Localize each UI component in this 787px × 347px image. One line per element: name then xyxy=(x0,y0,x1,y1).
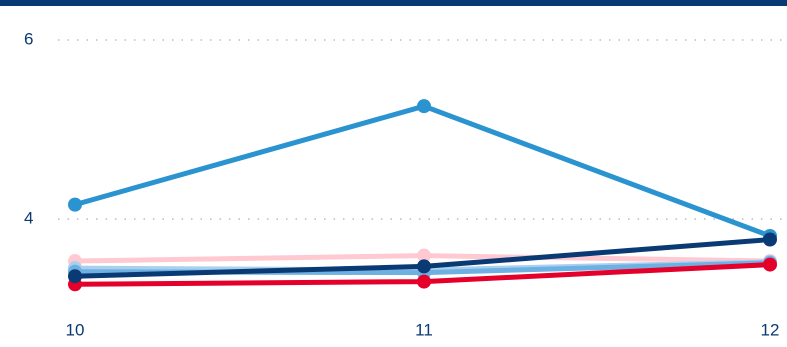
top-bar xyxy=(0,0,787,6)
x-tick-label: 11 xyxy=(415,320,433,339)
y-tick-label: 6 xyxy=(24,29,33,48)
point xyxy=(68,197,82,212)
point xyxy=(417,248,431,263)
x-tick-label: 12 xyxy=(761,320,780,339)
point xyxy=(763,232,777,247)
point xyxy=(417,99,431,114)
series-line xyxy=(74,103,771,239)
point xyxy=(417,274,431,289)
y-tick-label: 4 xyxy=(24,208,33,227)
point xyxy=(68,269,82,284)
x-tick-label: 10 xyxy=(66,320,85,339)
point xyxy=(417,259,431,274)
point xyxy=(763,257,777,272)
